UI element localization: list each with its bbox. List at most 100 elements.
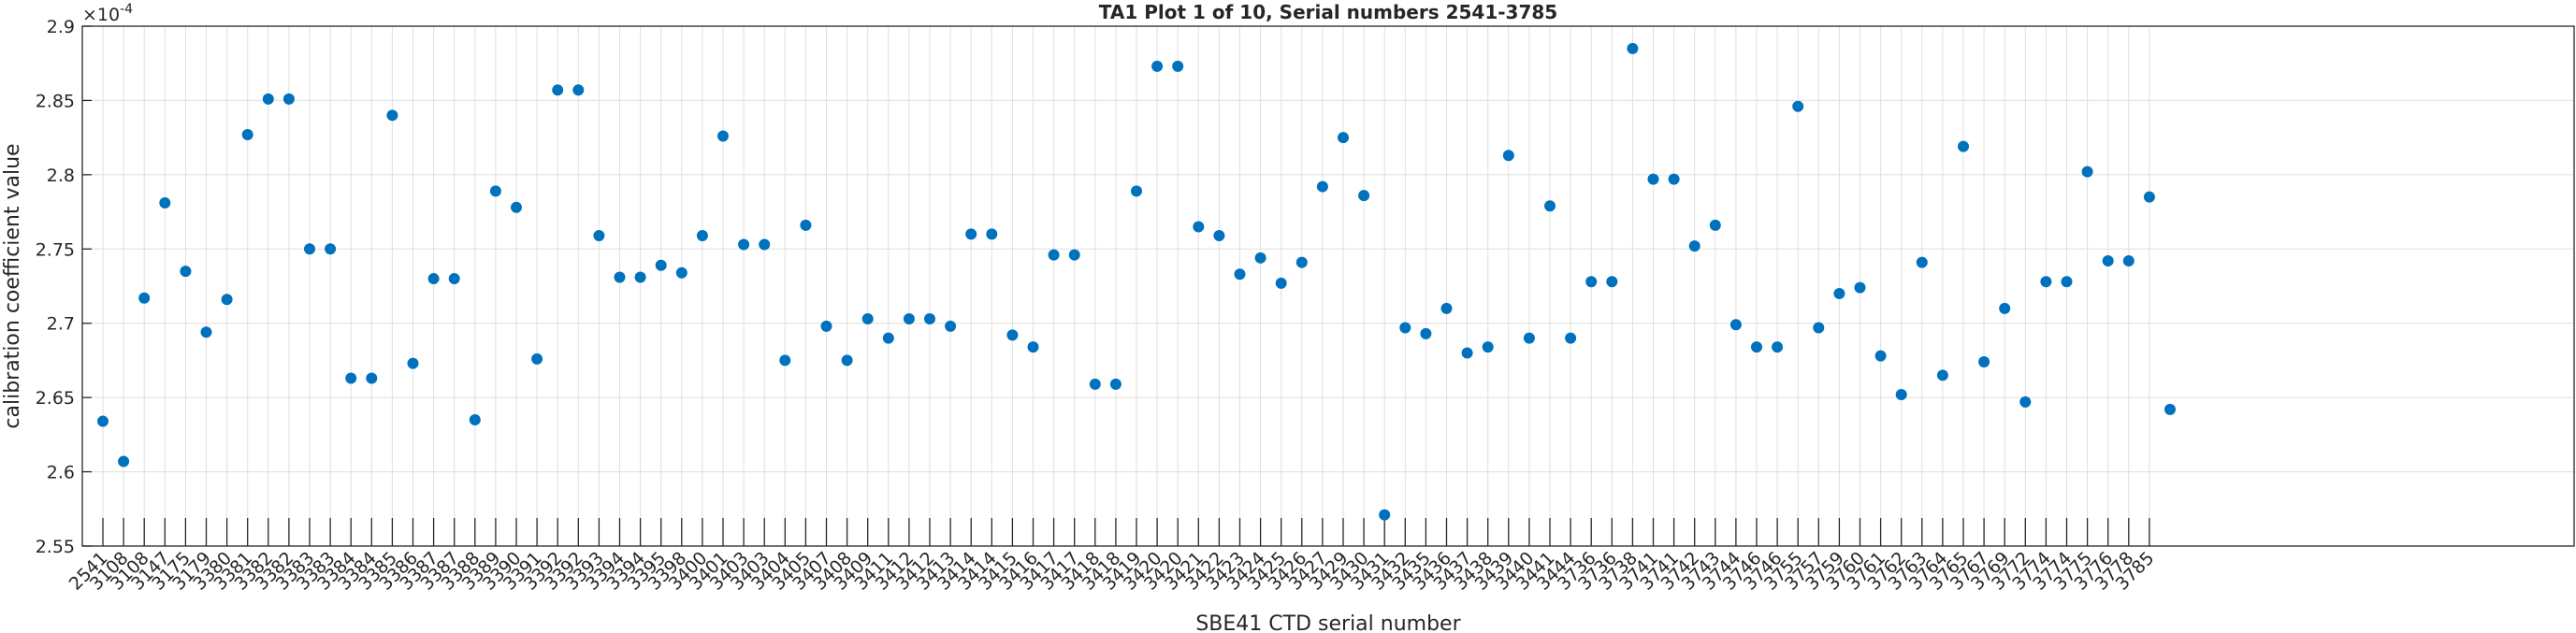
data-point [1109,378,1122,390]
data-point [1027,341,1039,353]
y-tick-label: 2.7 [47,314,75,335]
data-point [1482,341,1494,353]
data-point [325,243,337,255]
y-axis: 2.55 2.6 2.65 2.7 2.75 2.8 2.85 2.9 [36,17,92,557]
data-point [1275,277,1287,289]
data-point [1833,287,1845,299]
data-point [1234,268,1246,281]
plot-area [81,25,2575,547]
data-point [118,455,130,468]
data-point [1936,369,1948,381]
data-point [1048,249,1060,261]
data-point [1978,356,1990,368]
data-point [759,238,771,251]
data-point [262,93,274,105]
data-point [1958,140,1969,152]
data-point [1213,229,1225,241]
data-point [2019,396,2032,408]
data-point [159,197,171,209]
data-point [1338,132,1349,144]
data-point [1440,302,1453,314]
data-point [1606,276,1618,288]
data-point [1544,200,1556,212]
data-point [531,352,543,365]
data-point [1895,388,1907,400]
y-tick-label: 2.55 [36,537,75,557]
data-point [2164,403,2176,415]
data-point [1461,347,1473,359]
data-point [386,109,398,122]
data-point [1131,185,1142,197]
data-point [448,273,460,285]
data-point [1627,42,1639,54]
data-point [2122,254,2135,266]
data-point [882,332,894,344]
data-point [200,326,212,338]
data-point [180,266,192,278]
data-point [861,312,874,324]
data-point [1565,332,1577,344]
data-point [841,354,853,367]
data-point [1316,180,1328,193]
data-point [800,219,812,231]
data-point [1523,332,1535,344]
data-point [593,229,605,241]
data-point [1688,240,1700,252]
data-point [1792,100,1804,112]
data-point [241,128,253,140]
y-tick-label: 2.75 [36,239,75,260]
data-point [1751,341,1762,353]
data-point [1502,150,1514,162]
x-axis-label: SBE41 CTD serial number [1195,612,1461,633]
data-point [1585,276,1598,288]
y-tick-label: 2.8 [47,165,75,186]
data-point [1006,329,1019,341]
data-point [552,84,564,96]
data-point [965,228,977,240]
data-point [717,130,729,142]
data-point [489,185,501,197]
data-point [945,320,957,332]
data-point [1813,322,1825,334]
data-point [97,415,109,427]
y-tick-label: 2.9 [47,17,75,37]
data-point [634,271,646,283]
data-points [97,42,2176,521]
data-point [986,228,998,240]
data-point [407,357,419,369]
data-point [366,372,378,384]
data-point [2040,276,2052,288]
data-point [1420,327,1432,339]
data-point [1999,302,2011,314]
y-axis-label: calibration coefficient value [1,143,24,428]
data-point [2102,254,2114,266]
data-point [1151,60,1164,72]
data-point [1172,60,1184,72]
data-point [820,320,832,332]
y-tick-label: 2.85 [36,91,75,111]
data-point [779,354,791,367]
data-point [511,201,522,213]
grid-lines [82,26,2574,518]
data-point [1709,219,1721,231]
data-point [1874,350,1887,362]
y-tick-label: 2.65 [36,388,75,409]
data-point [2143,191,2155,203]
data-point [1729,319,1742,331]
data-point [1399,322,1411,334]
data-point [221,294,233,306]
data-point [427,273,440,285]
data-point [1358,190,1370,202]
data-point [1295,256,1308,268]
data-point [1254,252,1266,264]
data-point [675,266,687,279]
data-point [282,93,295,105]
data-point [924,312,935,324]
y-tick-label: 2.6 [47,463,75,483]
data-point [655,259,667,271]
data-point [572,84,585,96]
y-axis-exponent: ×10-4 [82,2,133,25]
data-point [1647,173,1659,185]
data-point [1379,509,1391,521]
